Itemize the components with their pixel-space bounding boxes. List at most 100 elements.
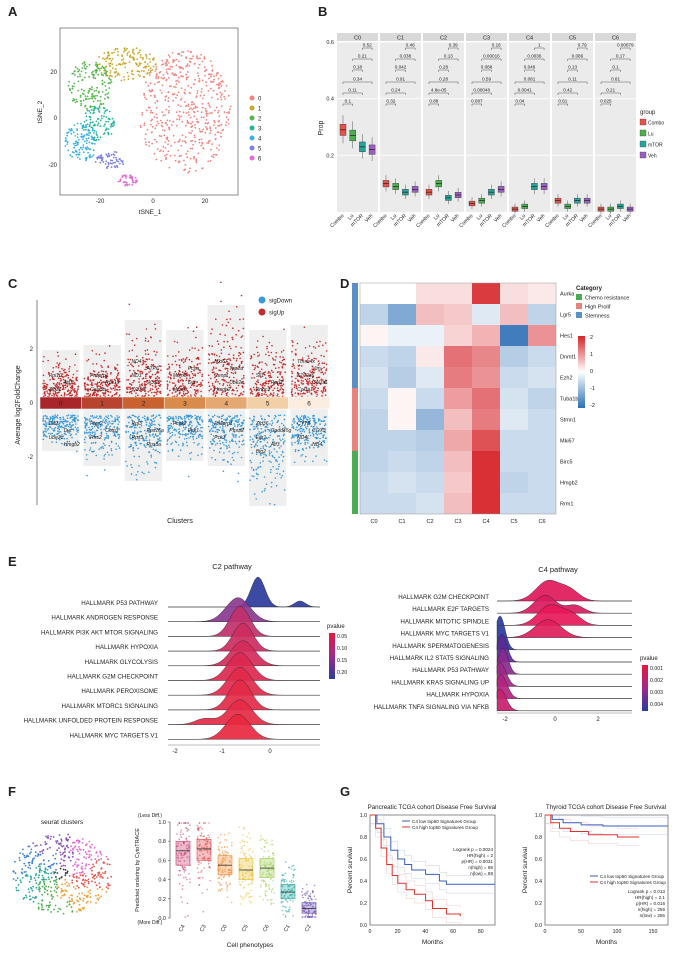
point (178, 436, 181, 439)
point (214, 444, 217, 446)
point (187, 395, 189, 398)
point (155, 140, 158, 143)
point (223, 459, 225, 461)
point (102, 107, 105, 109)
point (92, 70, 94, 73)
point (138, 415, 140, 418)
point (95, 61, 97, 64)
point (81, 78, 84, 81)
point (229, 386, 231, 389)
point (150, 415, 153, 417)
point (164, 99, 167, 102)
point (67, 846, 70, 849)
point (175, 415, 177, 418)
point (165, 156, 167, 159)
point (74, 421, 76, 423)
point (98, 422, 100, 425)
point (78, 903, 81, 906)
point (184, 418, 186, 420)
point (92, 128, 94, 131)
point (86, 886, 89, 889)
legend-title: pvalue (327, 624, 345, 630)
point (53, 908, 55, 911)
point (279, 414, 282, 417)
point (77, 900, 79, 903)
point (74, 861, 77, 863)
point (273, 387, 276, 390)
point (198, 80, 201, 82)
point (302, 422, 304, 425)
point (91, 97, 94, 100)
point (115, 151, 118, 154)
legend-swatch (639, 140, 647, 148)
point (104, 94, 107, 96)
point (195, 159, 198, 162)
point (100, 415, 102, 418)
point (228, 446, 231, 449)
point (144, 53, 147, 56)
point (62, 369, 65, 372)
point (134, 181, 137, 184)
point (193, 155, 196, 158)
point (291, 380, 294, 383)
legend-label: sigUp (269, 311, 285, 317)
point (308, 430, 311, 432)
point (191, 103, 193, 106)
point (44, 394, 47, 397)
point (49, 423, 51, 426)
point (49, 904, 51, 906)
point (134, 176, 137, 179)
point (312, 369, 314, 371)
point (311, 384, 314, 387)
x-tick-label: 0 (553, 717, 557, 723)
point (224, 438, 226, 441)
point (144, 65, 147, 68)
point (144, 415, 146, 418)
point (94, 161, 97, 163)
point (99, 390, 102, 392)
point (73, 389, 76, 392)
point (179, 67, 182, 70)
point (323, 430, 326, 433)
point (191, 424, 193, 427)
point (131, 51, 134, 53)
point (174, 86, 177, 88)
point (252, 421, 254, 423)
point (113, 51, 115, 54)
point (192, 433, 194, 436)
point (51, 441, 53, 443)
point (92, 124, 95, 127)
point (71, 421, 73, 423)
point (25, 856, 28, 858)
point (231, 363, 233, 366)
point (260, 376, 262, 378)
point (257, 351, 259, 354)
heatmap-cell (444, 430, 472, 451)
p-value: 0.24 (391, 88, 400, 93)
point (94, 124, 96, 127)
ridge (168, 606, 320, 637)
point (311, 432, 314, 434)
point (234, 415, 236, 417)
point (276, 387, 279, 389)
point (256, 346, 258, 349)
point (182, 75, 184, 78)
point (295, 426, 298, 429)
point (58, 842, 60, 845)
point (99, 136, 102, 139)
point (213, 414, 216, 417)
point (318, 370, 320, 372)
heatmap-cell (444, 367, 472, 388)
point (187, 76, 189, 79)
point (211, 111, 213, 114)
point (84, 441, 86, 444)
pathway-label: HALLMARK HYPOXIA (95, 644, 158, 651)
heatmap-cell (388, 493, 416, 514)
point (270, 486, 273, 488)
point (65, 433, 67, 436)
point (91, 384, 94, 386)
point (52, 896, 54, 898)
point (158, 135, 161, 137)
point (293, 386, 296, 389)
point (209, 127, 212, 130)
